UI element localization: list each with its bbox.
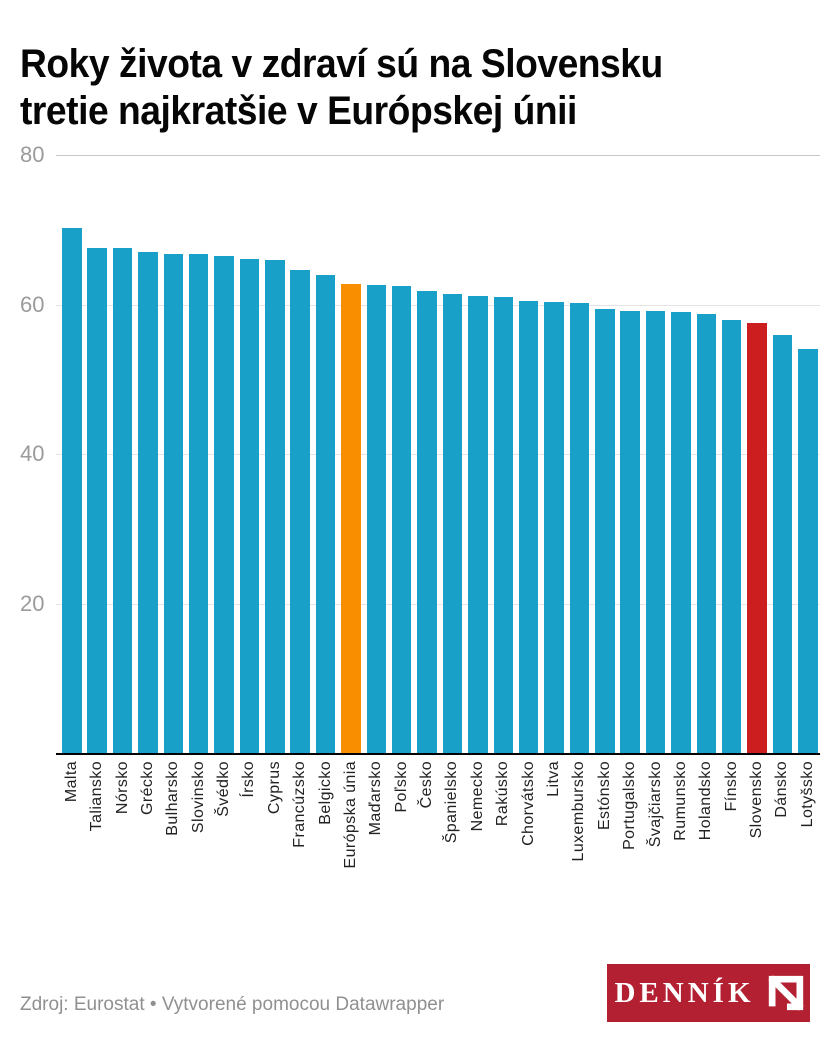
bar[interactable] bbox=[772, 335, 793, 753]
dennik-n-logo-text: DENNÍK bbox=[614, 976, 755, 1009]
bar[interactable] bbox=[798, 348, 818, 753]
bar[interactable] bbox=[62, 228, 82, 753]
bar[interactable] bbox=[747, 323, 767, 753]
y-axis-tick-label: 60 bbox=[20, 291, 45, 317]
x-axis-label: Švédko bbox=[215, 761, 232, 817]
bar[interactable] bbox=[341, 284, 361, 753]
bar[interactable] bbox=[163, 253, 183, 753]
bar[interactable] bbox=[366, 285, 387, 753]
x-axis-label: Grécko bbox=[138, 761, 156, 815]
x-axis-label: Dánsko bbox=[773, 761, 791, 818]
x-axis-label: Holandsko bbox=[697, 761, 715, 841]
bar[interactable] bbox=[645, 311, 666, 753]
bar[interactable] bbox=[721, 319, 742, 753]
x-axis-label: Európska únia bbox=[341, 761, 359, 869]
x-axis-label: Rumunsko bbox=[671, 761, 689, 841]
bar[interactable] bbox=[87, 247, 107, 753]
bar[interactable] bbox=[391, 285, 412, 753]
x-axis-label: Chorvátsko bbox=[519, 761, 537, 846]
x-axis-label: Slovinsko bbox=[189, 761, 207, 834]
x-axis-label: Rakúsko bbox=[494, 761, 512, 827]
chart-title: Roky života v zdraví sú na Slovensku tre… bbox=[20, 41, 663, 133]
x-axis-label: Bulharsko bbox=[164, 761, 182, 836]
bar[interactable] bbox=[671, 312, 691, 753]
y-axis-tick-label: 40 bbox=[20, 441, 45, 466]
x-axis-label: Írsko bbox=[240, 761, 258, 798]
x-axis-label: Taliansko bbox=[88, 761, 106, 832]
x-axis-label: Cyprus bbox=[265, 761, 283, 815]
bar[interactable] bbox=[595, 309, 615, 753]
x-axis-label: Švajčiarsko bbox=[646, 761, 664, 848]
bar[interactable] bbox=[468, 296, 488, 753]
bar[interactable] bbox=[620, 310, 640, 753]
gridline bbox=[56, 603, 820, 605]
x-axis-line bbox=[56, 753, 820, 755]
bar[interactable] bbox=[442, 294, 463, 753]
gridline bbox=[56, 304, 820, 306]
x-axis-label: Lotyšsko bbox=[798, 761, 816, 828]
x-axis-label: Maďarsko bbox=[367, 761, 385, 836]
bar[interactable] bbox=[493, 297, 513, 753]
x-axis-label: Belgicko bbox=[316, 761, 334, 825]
x-axis-label: Poľsko bbox=[392, 761, 410, 813]
bar[interactable] bbox=[188, 254, 209, 753]
x-axis-label: Litva bbox=[545, 761, 562, 797]
x-axis-label: Fínsko bbox=[722, 761, 740, 812]
gridline bbox=[56, 454, 820, 455]
bar[interactable] bbox=[112, 248, 133, 753]
gridline bbox=[56, 155, 820, 156]
bar[interactable] bbox=[138, 252, 158, 753]
dennik-n-logo: DENNÍK bbox=[607, 964, 810, 1022]
bar[interactable] bbox=[544, 301, 564, 753]
x-axis-label: Estónsko bbox=[595, 761, 613, 831]
bar[interactable] bbox=[518, 300, 539, 753]
bar[interactable] bbox=[417, 291, 437, 753]
x-axis-label: Česko bbox=[418, 761, 436, 809]
bar[interactable] bbox=[696, 314, 716, 753]
bar[interactable] bbox=[290, 270, 310, 753]
bar[interactable] bbox=[315, 275, 336, 753]
y-axis-tick-label: 80 bbox=[20, 142, 45, 167]
bar[interactable] bbox=[265, 259, 285, 753]
x-axis-label: Portugalsko bbox=[621, 761, 639, 850]
x-axis-label: Španielsko bbox=[443, 761, 461, 844]
x-axis-label: Nórsko bbox=[113, 761, 131, 815]
x-axis-label: Francúzsko bbox=[291, 761, 309, 848]
bar[interactable] bbox=[239, 258, 260, 753]
x-axis-label: Malta bbox=[62, 761, 80, 803]
bar[interactable] bbox=[569, 303, 590, 753]
dennik-n-logo-mark bbox=[767, 975, 804, 1011]
x-axis-label: Luxembursko bbox=[570, 761, 588, 862]
bar[interactable] bbox=[214, 255, 234, 753]
y-axis-tick-label: 20 bbox=[20, 590, 45, 616]
x-axis-label: Slovensko bbox=[748, 761, 765, 839]
x-axis-label: Nemecko bbox=[468, 761, 486, 832]
source-attribution: Zdroj: Eurostat • Vytvorené pomocou Data… bbox=[20, 994, 445, 1015]
